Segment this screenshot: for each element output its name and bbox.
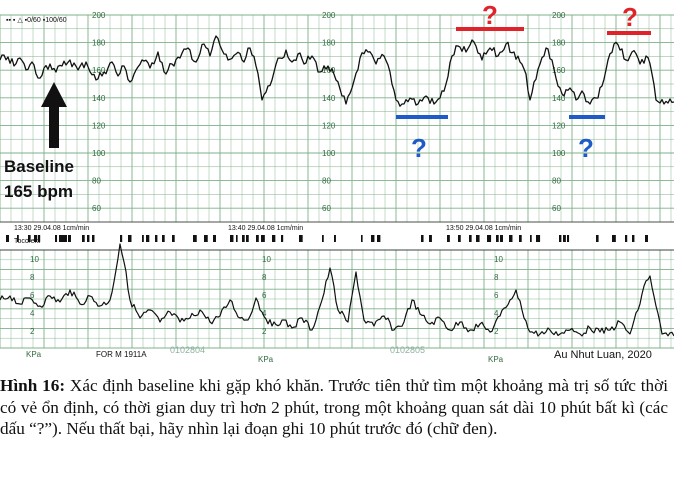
baseline-label-line2: 165 bpm	[4, 182, 73, 201]
toco-tick-label: 4	[30, 309, 35, 318]
top-header: ▪▪ ▪ △ ▪0/60 ▪100/60	[6, 17, 67, 24]
fhr-tick-label: 140	[552, 94, 566, 103]
credit-text: Au Nhut Luan, 2020	[554, 349, 652, 361]
fhr-tick-label: 180	[92, 39, 106, 48]
blue-question-mark-2: ?	[578, 133, 594, 163]
toco-tick-label: 8	[30, 273, 35, 282]
kpa-label-2: KPa	[258, 355, 274, 364]
toco-tick-label: 4	[262, 309, 267, 318]
kpa-label-1: KPa	[26, 350, 42, 359]
fhr-tick-label: 200	[322, 11, 336, 20]
fhr-tick-label: 120	[322, 121, 336, 130]
toco-trace	[0, 243, 674, 337]
ctg-figure: 200 180 160 140 120 100 80 60 200 180 160 140 120 100…	[0, 0, 674, 364]
toco-tick-label: 4	[494, 309, 499, 318]
red-question-mark-1: ?	[482, 0, 498, 30]
fhr-tick-label: 180	[552, 39, 566, 48]
model-label: FOR M 1911A	[96, 350, 147, 359]
fhr-tick-label: 120	[552, 121, 566, 130]
event-marks-row	[6, 235, 648, 242]
toco-tick-label: 10	[494, 255, 503, 264]
baseline-arrow-icon	[41, 82, 67, 148]
toco-tick-label: 10	[30, 255, 39, 264]
fhr-trace	[0, 35, 674, 107]
fhr-tick-label: 200	[92, 11, 106, 20]
toco-tick-label: 10	[262, 255, 271, 264]
caption-text: Xác định baseline khi gặp khó khăn. Trướ…	[0, 376, 668, 438]
fhr-tick-label: 80	[552, 177, 561, 186]
fhr-tick-label: 140	[322, 94, 336, 103]
kpa-label-3: KPa	[488, 355, 504, 364]
baseline-label-line1: Baseline	[4, 157, 74, 176]
fhr-tick-label: 100	[92, 149, 106, 158]
fhr-tick-label: 80	[322, 177, 331, 186]
fhr-tick-label: 120	[92, 121, 106, 130]
toco-header: Toco/ext	[14, 238, 40, 245]
blue-question-mark-1: ?	[411, 133, 427, 163]
fhr-tick-label: 180	[322, 39, 336, 48]
red-marker-2	[607, 31, 651, 35]
toco-tick-label: 2	[494, 327, 499, 336]
toco-tick-label: 6	[494, 291, 499, 300]
toco-tick-label: 8	[262, 273, 267, 282]
strip-header-1: 13:30 29.04.08 1cm/min	[14, 225, 89, 232]
ctg-chart: 2001801601401201008060200180160140120100…	[0, 0, 674, 364]
blue-marker-2	[569, 115, 605, 119]
fhr-tick-label: 100	[322, 149, 336, 158]
fhr-tick-label: 60	[552, 204, 561, 213]
fhr-tick-label: 60	[322, 204, 331, 213]
toco-tick-label: 6	[30, 291, 35, 300]
toco-tick-label: 2	[262, 327, 267, 336]
blue-marker-1	[396, 115, 448, 119]
fhr-tick-label: 160	[322, 66, 336, 75]
toco-tick-label: 8	[494, 273, 499, 282]
serial-1: 0102804	[170, 345, 205, 355]
caption-label: Hình 16:	[0, 376, 66, 395]
fhr-tick-label: 80	[92, 177, 101, 186]
red-marker-1	[456, 27, 524, 31]
figure-caption: Hình 16: Xác định baseline khi gặp khó k…	[0, 375, 668, 440]
fhr-tick-label: 100	[552, 149, 566, 158]
toco-tick-label: 6	[262, 291, 267, 300]
fhr-tick-label: 160	[552, 66, 566, 75]
fhr-tick-label: 160	[92, 66, 106, 75]
serial-2: 0102805	[390, 345, 425, 355]
red-question-mark-2: ?	[622, 2, 638, 32]
fhr-tick-label: 140	[92, 94, 106, 103]
toco-tick-label: 2	[30, 327, 35, 336]
fhr-tick-label: 60	[92, 204, 101, 213]
fhr-tick-label: 200	[552, 11, 566, 20]
strip-header-2: 13:40 29.04.08 1cm/min	[228, 225, 303, 232]
strip-header-3: 13:50 29.04.08 1cm/min	[446, 225, 521, 232]
